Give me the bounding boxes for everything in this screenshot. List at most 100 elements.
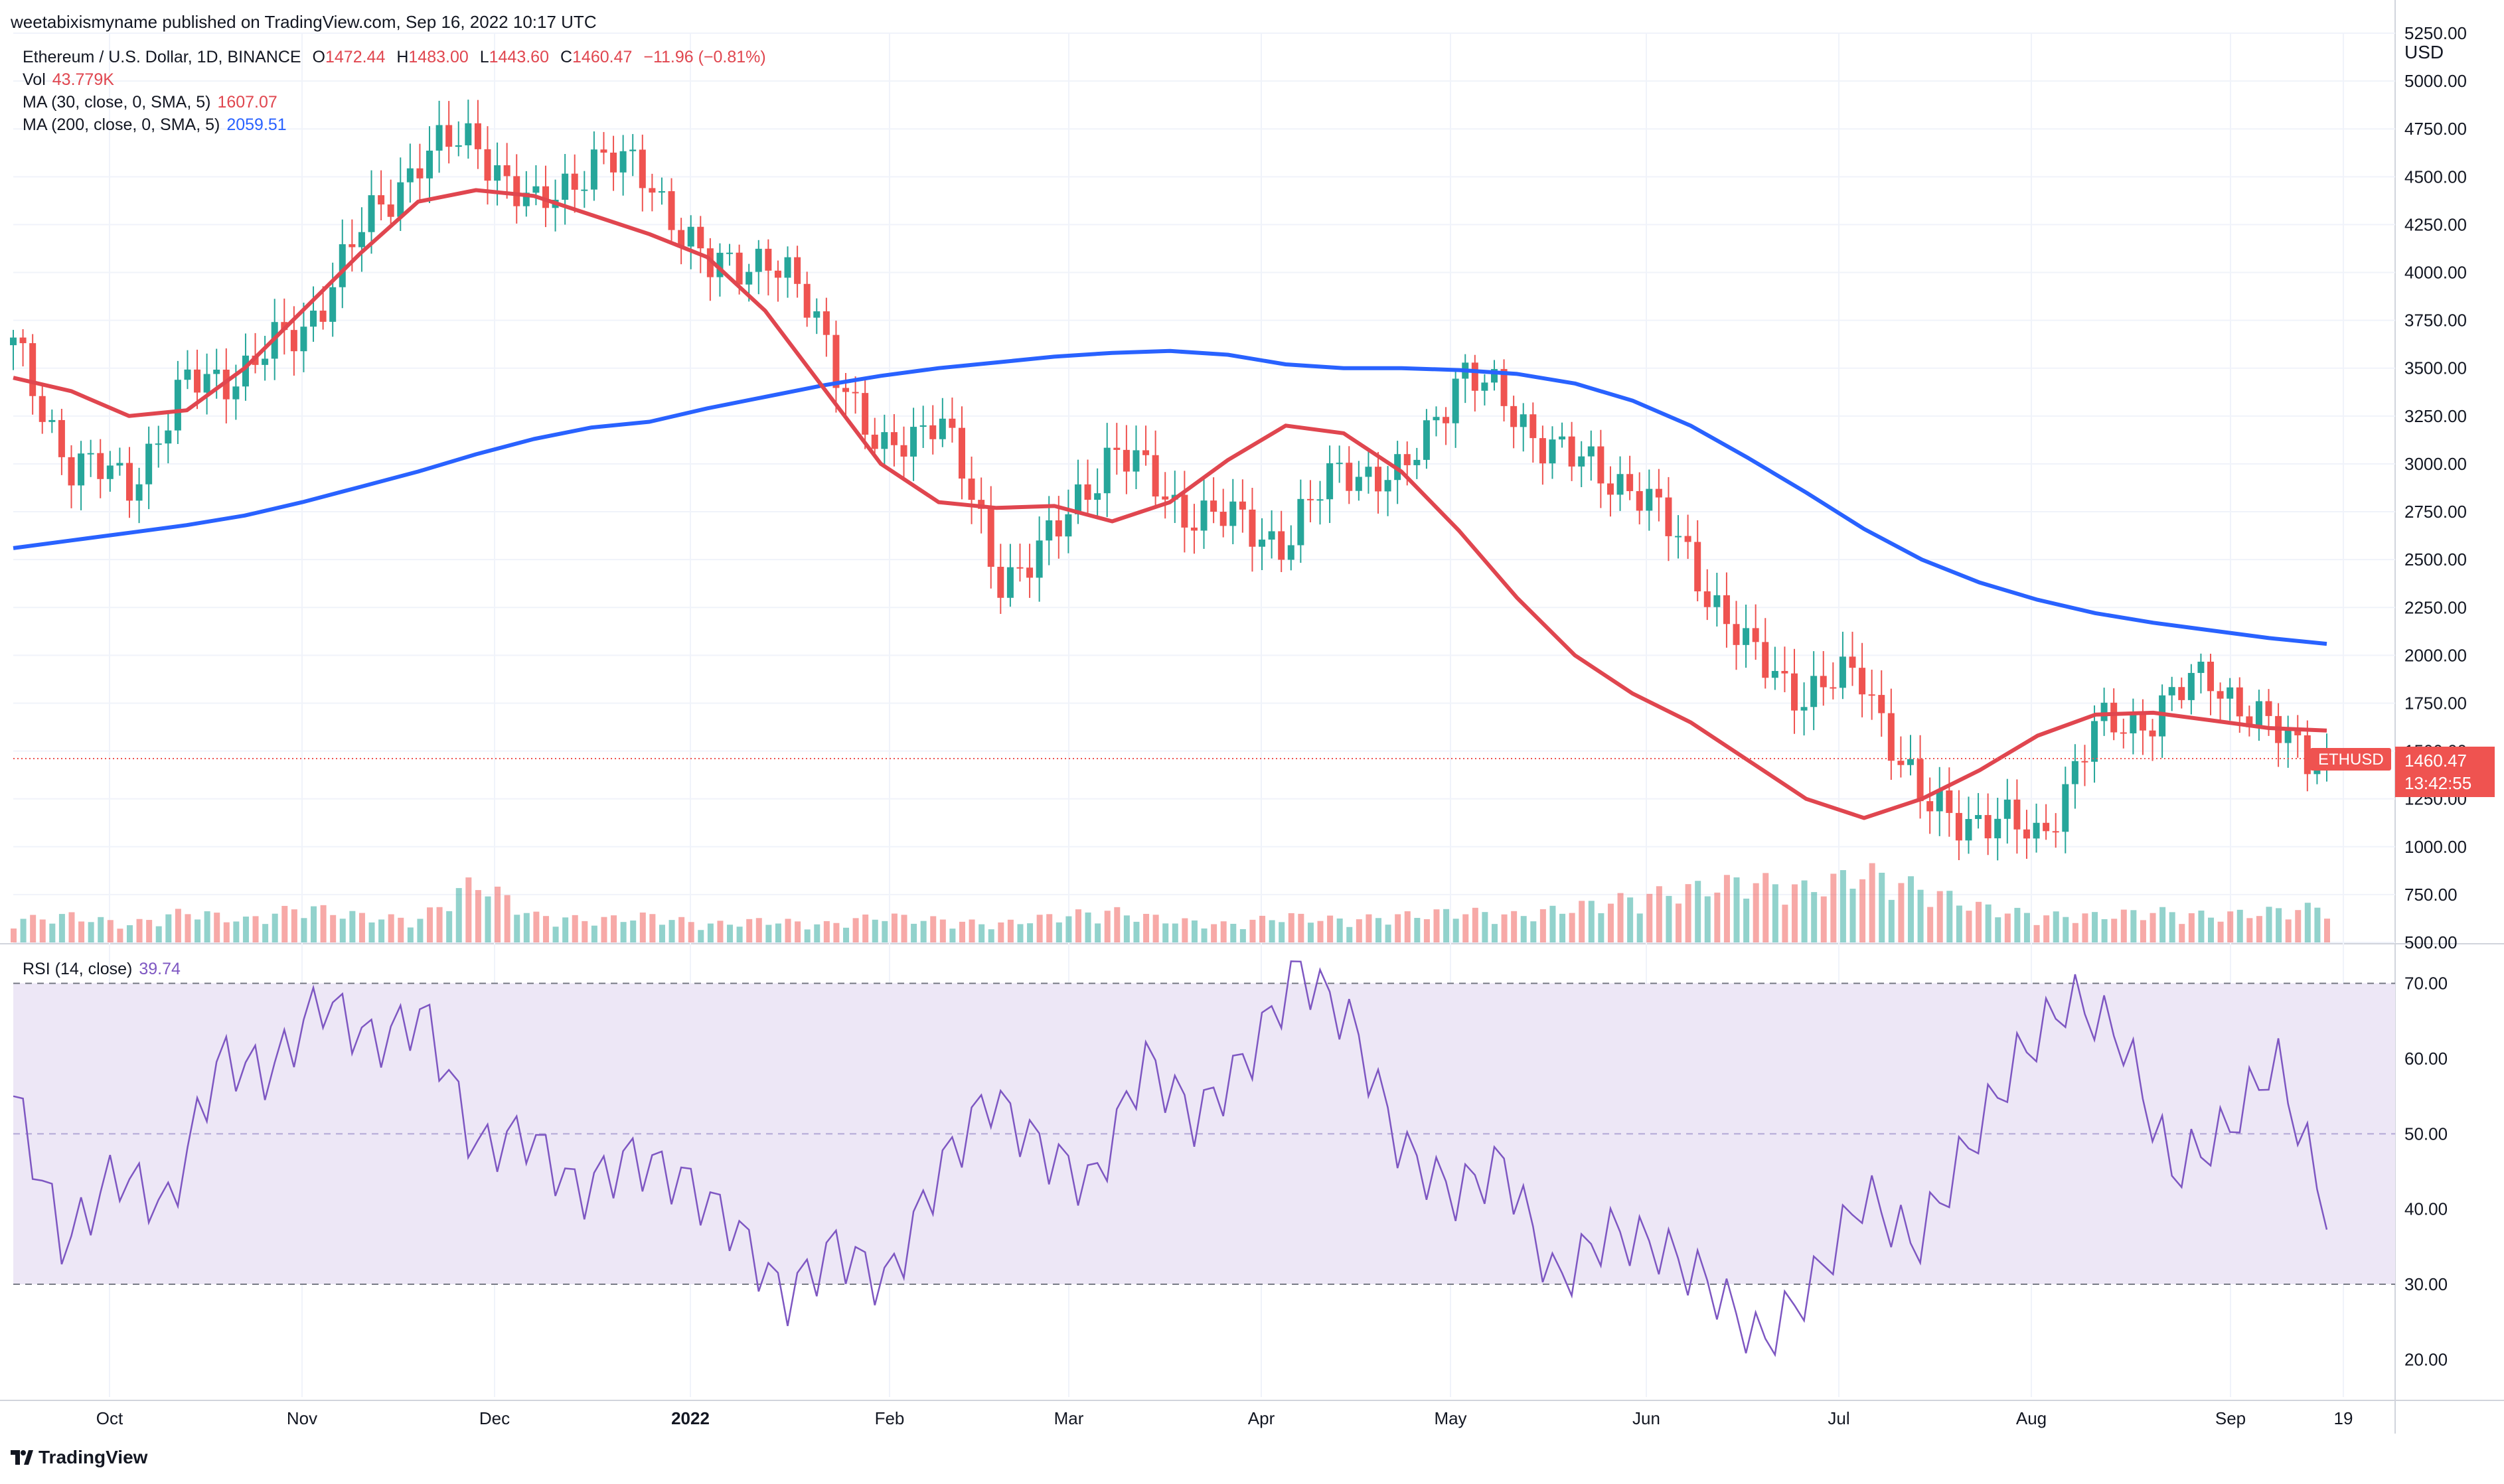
volume-bar: [1027, 923, 1034, 942]
candle-body: [1152, 455, 1159, 497]
time-tick-label: Jul: [1828, 1408, 1849, 1428]
candle-body: [1452, 378, 1459, 423]
volume-bar: [495, 886, 501, 942]
volume-bar: [1307, 923, 1314, 942]
volume-bar: [939, 919, 946, 942]
price-tick-label: 500.00: [2404, 932, 2458, 952]
candle-body: [1703, 591, 1711, 607]
volume-bar: [1569, 913, 1575, 942]
volume-bar: [388, 914, 394, 942]
volume-bar: [1056, 922, 1062, 942]
candle-body: [1859, 668, 1866, 695]
candle-body: [784, 257, 791, 278]
volume-bar: [1366, 914, 1372, 942]
volume-bar: [1017, 924, 1024, 942]
candle-body: [1936, 790, 1943, 812]
volume-bar: [1588, 901, 1595, 942]
volume-bar: [2023, 913, 2030, 942]
volume-bar: [1230, 923, 1237, 942]
volume-bar: [1888, 899, 1895, 942]
rsi-line: [13, 960, 2328, 1357]
candle-body: [1665, 497, 1672, 536]
currency-label: USD: [2404, 42, 2444, 62]
ma200-legend[interactable]: MA (200, close, 0, SMA, 5) 2059.51: [23, 115, 287, 135]
volume-bar: [1898, 883, 1905, 942]
volume-bar: [1346, 927, 1353, 942]
volume-bar: [649, 914, 656, 942]
candle-body: [1423, 420, 1430, 460]
volume-bar: [1936, 891, 1943, 942]
candle-body: [1917, 759, 1924, 802]
candle-body: [649, 188, 656, 193]
candle-body: [1259, 540, 1266, 547]
candle-body: [2130, 711, 2137, 733]
candle-body: [813, 311, 821, 318]
volume-bar: [2101, 919, 2108, 942]
candle-body: [2236, 687, 2243, 717]
volume-bar: [1201, 928, 1208, 942]
volume-bar: [1288, 913, 1294, 942]
candle-body: [2265, 701, 2272, 716]
candle-body: [1355, 477, 1362, 491]
volume-bar: [214, 913, 220, 942]
volume-bar: [1685, 884, 1691, 942]
candle-body: [1733, 624, 1740, 645]
candle-body: [890, 432, 898, 445]
ma30-legend[interactable]: MA (30, close, 0, SMA, 5) 1607.07: [23, 93, 277, 112]
volume-bar: [1336, 918, 1343, 942]
candle-body: [1113, 447, 1121, 450]
volume-bar: [2053, 911, 2059, 942]
candle-body: [1800, 707, 1808, 711]
candle-body: [2294, 729, 2302, 735]
candle-body: [1646, 488, 1653, 511]
volume-bar: [195, 919, 201, 942]
candle-body: [329, 287, 337, 322]
volume-bar: [1152, 915, 1159, 942]
tradingview-logo[interactable]: TradingView: [11, 1447, 147, 1468]
candle-body: [1123, 449, 1130, 472]
price-tick-label: 3500.00: [2404, 358, 2467, 378]
price-badge: [2395, 746, 2495, 797]
candle-body: [1055, 520, 1062, 537]
volume-bar: [2082, 913, 2088, 942]
candle-body: [48, 419, 56, 422]
symbol-title[interactable]: Ethereum / U.S. Dollar, 1D, BINANCE: [23, 48, 301, 66]
volume-bar: [601, 917, 607, 942]
candle-body: [822, 311, 830, 335]
vol-value: 43.779K: [52, 70, 114, 89]
candle-body: [2043, 822, 2050, 832]
volume-bar: [1539, 909, 1546, 942]
volume-bar: [2285, 919, 2292, 942]
volume-bar: [2227, 911, 2234, 942]
rsi-value: 39.74: [139, 960, 181, 978]
candle-body: [1868, 694, 1875, 696]
price-tick-label: 4750.00: [2404, 119, 2467, 139]
candle-body: [1849, 656, 1856, 668]
candle-body: [1984, 815, 1992, 839]
candle-body: [1597, 446, 1604, 484]
candle-body: [358, 232, 365, 248]
price-tick-label: 4000.00: [2404, 263, 2467, 283]
candle-body: [1210, 500, 1217, 512]
rsi-legend[interactable]: RSI (14, close) 39.74: [23, 960, 181, 979]
volume-bar: [833, 923, 840, 942]
candle-body: [1878, 695, 1885, 713]
volume-bar: [2159, 907, 2166, 942]
candle-body: [222, 369, 230, 400]
candle-body: [871, 434, 878, 449]
volume-bar: [262, 924, 269, 942]
volume-bar: [1385, 925, 1391, 942]
volume-bar: [727, 925, 734, 942]
published-line: weetabixismyname published on TradingVie…: [11, 12, 597, 32]
volume-bar: [1695, 881, 1701, 942]
candle-body: [687, 226, 694, 247]
volume-bar: [1820, 896, 1827, 942]
price-tick-label: 3750.00: [2404, 311, 2467, 331]
volume-bar: [185, 914, 191, 942]
candle-body: [435, 125, 443, 151]
candle-body: [765, 248, 772, 271]
volume-legend[interactable]: Vol 43.779K: [23, 70, 114, 90]
volume-bar: [552, 927, 559, 942]
candle-body: [2013, 799, 2021, 830]
volume-bar: [398, 917, 404, 942]
